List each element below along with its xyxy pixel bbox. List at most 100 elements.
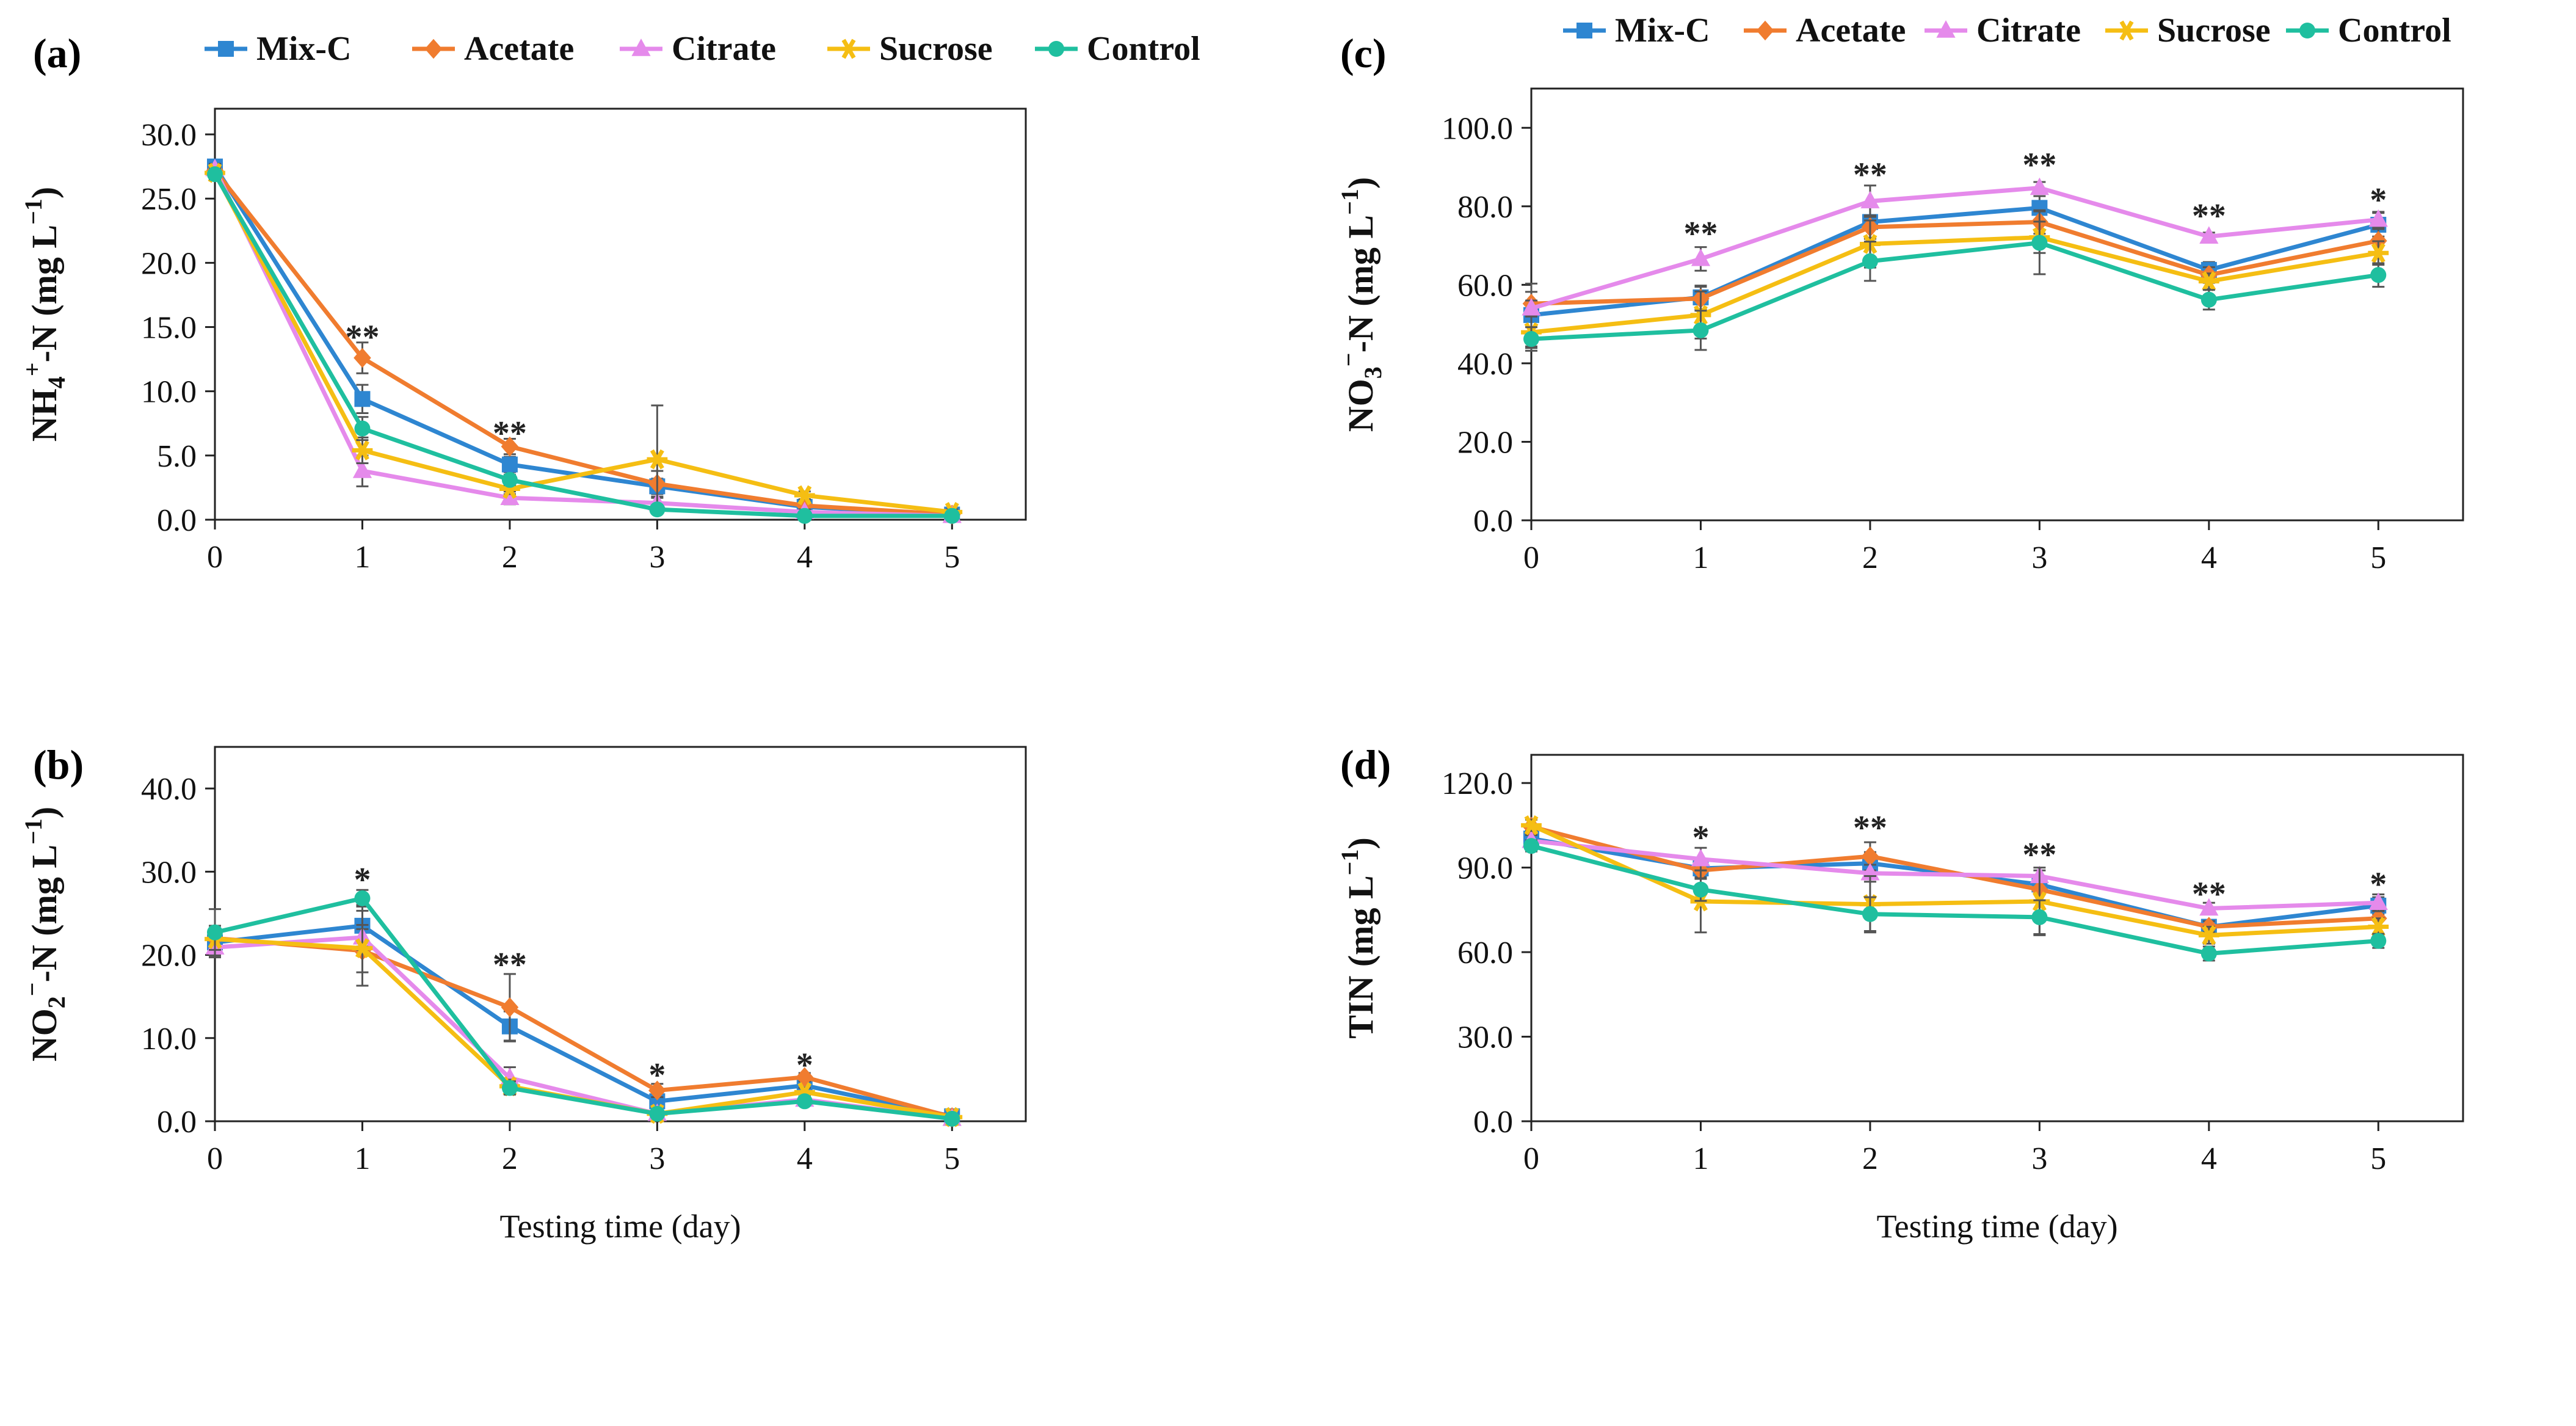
data-point bbox=[354, 890, 371, 906]
series-line bbox=[1531, 186, 2379, 311]
legend-label: Sucrose bbox=[2157, 12, 2271, 49]
legend-marker bbox=[218, 41, 234, 57]
series-line bbox=[214, 937, 952, 1119]
legend-marker bbox=[1048, 41, 1064, 57]
significance-mark: ** bbox=[2192, 197, 2226, 235]
significance-mark: * bbox=[796, 1047, 813, 1085]
y-title-sup2: −1 bbox=[1336, 189, 1363, 215]
x-tick-label: 3 bbox=[2031, 540, 2047, 575]
y-title-main: NO bbox=[1341, 379, 1381, 432]
y-title-sup2: −1 bbox=[20, 818, 47, 845]
y-title-close: ) bbox=[1341, 837, 1381, 849]
x-tick-label: 1 bbox=[1693, 540, 1708, 575]
y-title-sup2: −1 bbox=[20, 198, 47, 225]
significance-mark: ** bbox=[2022, 146, 2056, 184]
data-point bbox=[1691, 249, 1711, 266]
series-mix-c bbox=[207, 158, 960, 523]
legend-item: Citrate bbox=[620, 30, 776, 68]
y-title-sup: − bbox=[1335, 352, 1362, 366]
data-point bbox=[1862, 906, 1878, 922]
y-tick-label: 30.0 bbox=[1457, 1020, 1513, 1055]
chart-panel-d: (d) 0.0 30.0 60.0 90.0 120.0 0 1 2 3 4 5 Testing tim… bbox=[1336, 741, 2464, 1245]
significance-mark: ** bbox=[1853, 156, 1887, 194]
panel-label: (a) bbox=[33, 30, 81, 76]
data-point bbox=[796, 1093, 813, 1110]
series-mix-c bbox=[1523, 829, 2387, 935]
data-point bbox=[649, 1105, 666, 1122]
x-tick-label: 3 bbox=[649, 540, 665, 575]
y-title-close: ) bbox=[24, 187, 64, 198]
y-title-main: NH bbox=[24, 388, 64, 442]
data-point bbox=[1693, 881, 1709, 898]
series-citrate bbox=[1522, 177, 2388, 318]
data-point bbox=[944, 1110, 960, 1127]
y-title-sub: 2 bbox=[43, 996, 70, 1008]
legend-item: Acetate bbox=[1744, 12, 1906, 49]
y-tick-label: 30.0 bbox=[141, 118, 197, 153]
data-point bbox=[1693, 322, 1709, 338]
y-tick-label: 0.0 bbox=[157, 1105, 197, 1140]
data-point bbox=[2200, 291, 2217, 308]
y-title-sup2: −1 bbox=[1336, 849, 1363, 876]
y-tick-label: 40.0 bbox=[141, 772, 197, 807]
series-line bbox=[212, 168, 952, 518]
legend-item: Sucrose bbox=[2105, 12, 2271, 49]
series-line bbox=[212, 172, 952, 514]
x-tick-label: 1 bbox=[354, 540, 370, 575]
data-point bbox=[2031, 909, 2048, 925]
series-citrate bbox=[205, 158, 962, 523]
series-line bbox=[1531, 839, 2379, 911]
significance-mark: * bbox=[354, 861, 371, 899]
series-line bbox=[1531, 843, 2379, 956]
legend-label: Mix-C bbox=[256, 30, 352, 68]
data-point bbox=[944, 507, 960, 524]
legend-marker bbox=[2299, 23, 2315, 38]
significance-mark: ** bbox=[1853, 809, 1887, 847]
legend-label: Acetate bbox=[1796, 12, 1906, 49]
x-tick-label: 0 bbox=[207, 1141, 223, 1176]
series-line bbox=[1531, 241, 2379, 341]
plot-frame bbox=[1530, 87, 2464, 522]
series-sucrose bbox=[205, 162, 963, 522]
y-tick-label: 20.0 bbox=[141, 246, 197, 281]
y-axis-title: NH4+-N (mg L−1) bbox=[18, 187, 70, 442]
data-point bbox=[352, 938, 373, 959]
data-point bbox=[352, 460, 372, 478]
panel-label: (c) bbox=[1340, 30, 1386, 76]
data-point bbox=[207, 924, 223, 940]
legend-item: Sucrose bbox=[827, 30, 993, 68]
y-tick-label: 10.0 bbox=[141, 375, 197, 410]
significance-mark: ** bbox=[1683, 215, 1718, 253]
data-point bbox=[354, 420, 371, 437]
x-tick-label: 0 bbox=[1523, 1141, 1539, 1176]
x-tick-label: 2 bbox=[1862, 1141, 1878, 1176]
series-line bbox=[1531, 235, 2379, 335]
data-point bbox=[796, 1067, 814, 1088]
legend-label: Control bbox=[1087, 30, 1200, 68]
legend-label: Control bbox=[2338, 12, 2451, 49]
series-acetate bbox=[1522, 209, 2387, 316]
y-tick-label: 0.0 bbox=[1473, 504, 1513, 539]
data-point bbox=[1522, 298, 1541, 316]
data-point bbox=[1523, 838, 1539, 854]
data-point bbox=[1860, 191, 1880, 209]
y-title-sub: 4 bbox=[43, 376, 70, 388]
legend-marker bbox=[2116, 20, 2137, 41]
plot-frame bbox=[1530, 754, 2464, 1122]
legend: Mix-C Acetate Citrate Sucrose Control bbox=[1563, 12, 2451, 49]
data-point bbox=[207, 166, 223, 183]
data-point bbox=[2030, 177, 2049, 195]
x-axis-title: Testing time (day) bbox=[1876, 1208, 2117, 1245]
y-tick-label: 60.0 bbox=[1457, 268, 1513, 303]
x-tick-label: 2 bbox=[502, 540, 518, 575]
series-control bbox=[1523, 838, 2387, 962]
data-point bbox=[2198, 925, 2219, 945]
x-tick-label: 4 bbox=[2201, 540, 2217, 575]
data-point bbox=[647, 449, 668, 470]
panel-label: (d) bbox=[1340, 741, 1391, 788]
data-point bbox=[500, 487, 520, 505]
data-point bbox=[1861, 846, 1879, 867]
data-point bbox=[501, 997, 519, 1017]
x-tick-label: 5 bbox=[944, 1141, 960, 1176]
legend-item: Citrate bbox=[1925, 12, 2081, 49]
